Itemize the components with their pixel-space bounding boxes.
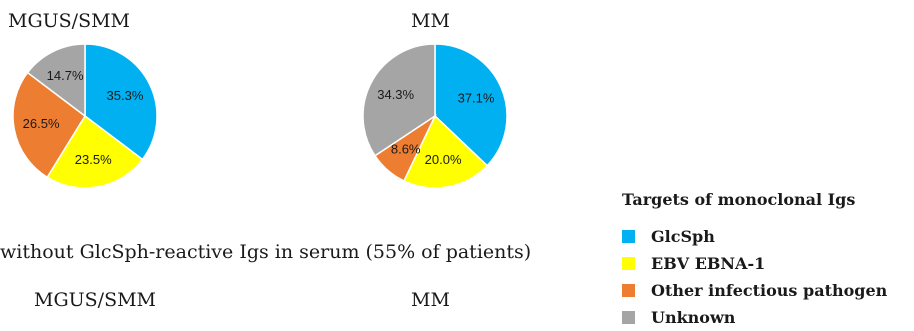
legend-label-glcsph: GlcSph [651,227,715,246]
pie-chart-mm: 37.1% 20.0% 8.6% 34.3% [362,43,508,189]
pie-slice-ebv-ebna-1 [46,114,144,189]
pie-label-unknown: 34.3% [377,87,414,102]
legend-label-ebv-ebna-1: EBV EBNA-1 [651,254,766,273]
legend-swatch-ebv-ebna-1 [622,257,635,270]
legend-item-glcsph: GlcSph [622,223,887,250]
pie-chart-mgus-smm: 35.3% 23.5% 26.5% 14.7% [12,43,158,189]
legend-label-other-infectious-pathogen: Other infectious pathogen [651,281,888,300]
pie-slice-unknown [362,43,436,157]
pie-title-mgus-smm: MGUS/SMM [8,10,130,32]
pie-label-glcsph: 35.3% [107,88,144,103]
pie-label-other-infectious-pathogen: 8.6% [391,142,421,157]
legend-swatch-other-infectious-pathogen [622,284,635,297]
pie-slice-unknown [26,43,86,118]
pie-label-ebv-ebna-1: 20.0% [425,152,462,167]
legend-item-other-infectious-pathogen: Other infectious pathogen [622,277,887,304]
legend-item-ebv-ebna-1: EBV EBNA-1 [622,250,887,277]
pie-title-mm: MM [411,10,450,32]
pie-label-ebv-ebna-1: 23.5% [75,152,112,167]
legend: Targets of monoclonal Igs GlcSph EBV EBN… [622,190,887,331]
pie-label-glcsph: 37.1% [458,90,495,105]
legend-item-unknown: Unknown [622,304,887,331]
legend-title: Targets of monoclonal Igs [622,190,856,209]
pie-slice-other-infectious-pathogen [12,71,86,179]
section-heading-without-glcsph: without GlcSph-reactive Igs in serum (55… [0,241,532,263]
section2-title-mgus-smm: MGUS/SMM [34,289,156,311]
legend-swatch-glcsph [622,230,635,243]
pie-label-other-infectious-pathogen: 26.5% [23,116,60,131]
section2-title-mm: MM [411,289,450,311]
pie-slice-glcsph [84,43,158,161]
pie-slice-glcsph [434,43,508,167]
legend-swatch-unknown [622,311,635,324]
pie-slice-ebv-ebna-1 [402,114,489,189]
legend-label-unknown: Unknown [651,308,736,327]
pie-label-unknown: 14.7% [47,68,84,83]
